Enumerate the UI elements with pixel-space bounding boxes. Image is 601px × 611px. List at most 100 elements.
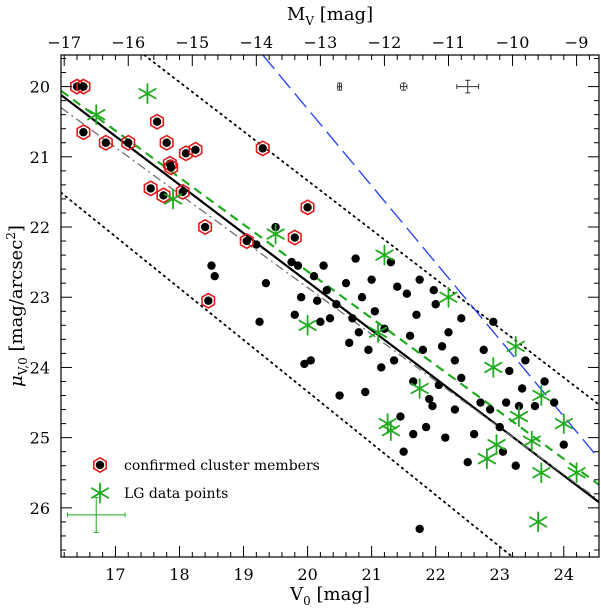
galaxy-point [418, 345, 428, 355]
error-bar [456, 79, 480, 94]
cluster-member-marker [159, 134, 174, 151]
x-tick-label: 22 [425, 565, 445, 584]
galaxy-point [370, 307, 380, 316]
lg-star-marker [266, 223, 285, 245]
cluster-member-marker [239, 232, 254, 250]
galaxy-point [261, 278, 271, 288]
galaxy-point [312, 296, 322, 305]
lg-star-marker [375, 244, 394, 266]
legend-label-lg: LG data points [124, 486, 228, 502]
x-tick-label: 21 [361, 565, 381, 584]
lg-star-marker [506, 335, 525, 357]
galaxy-point [441, 433, 450, 442]
x2-tick-label: −9 [565, 33, 589, 52]
galaxy-point [511, 461, 520, 470]
galaxy-point [485, 405, 495, 414]
galaxy-point [549, 398, 559, 407]
x2-tick-label: −15 [175, 33, 209, 52]
galaxy-point [489, 317, 498, 326]
galaxy-point [415, 524, 424, 534]
galaxy-point [255, 317, 264, 326]
galaxy-point [501, 398, 511, 407]
lg-star-marker [477, 448, 497, 470]
galaxy-point [207, 261, 216, 270]
galaxy-point [434, 380, 444, 390]
galaxy-point [405, 331, 415, 341]
galaxy-point [521, 356, 530, 365]
lg-star-marker [368, 321, 388, 343]
cluster-member-marker [76, 78, 91, 95]
x-tick-label: 18 [169, 565, 189, 584]
galaxy-point [457, 314, 466, 323]
legend-lg-marker [90, 482, 110, 504]
y-tick-label: 26 [30, 499, 50, 518]
lg-star-marker [532, 385, 551, 406]
cluster-member-marker [164, 159, 179, 176]
galaxy-point [351, 254, 360, 263]
galaxy-point [296, 293, 306, 302]
cluster-member-marker [93, 456, 107, 474]
lg-star-marker [87, 104, 106, 126]
cluster-member-points [70, 78, 315, 309]
lg-star-marker [381, 420, 400, 442]
line-upper-bound [143, 55, 599, 406]
lg-star-marker [554, 413, 573, 435]
galaxy-point [348, 314, 357, 323]
galaxy-point [364, 345, 373, 355]
x2-tick-label: −13 [304, 33, 338, 52]
galaxy-point [367, 275, 376, 284]
galaxy-point [431, 300, 440, 309]
x-tick-label: 24 [554, 565, 574, 584]
galaxy-point [479, 345, 488, 355]
galaxy-point [437, 342, 447, 351]
cluster-member-marker [198, 218, 213, 236]
cluster-member-marker [255, 140, 270, 157]
galaxy-point [505, 366, 514, 376]
galaxy-point [450, 405, 460, 414]
galaxy-point [450, 356, 460, 365]
dwarf-galaxy-points [207, 222, 568, 534]
lg-data-points [87, 83, 586, 533]
y-tick-label: 20 [30, 78, 50, 97]
legend: confirmed cluster members LG data points [90, 456, 320, 504]
galaxy-point [345, 338, 354, 348]
galaxy-point [332, 300, 341, 309]
line-grey-fit [61, 107, 599, 501]
galaxy-point [210, 271, 219, 281]
galaxy-point [357, 293, 367, 302]
galaxy-point [252, 240, 261, 249]
galaxy-point [341, 278, 351, 288]
reference-lines [61, 55, 599, 557]
cluster-member-marker [121, 134, 136, 151]
galaxy-point [476, 398, 485, 407]
error-bar [66, 496, 126, 533]
lg-star-marker [522, 430, 541, 452]
cluster-member-marker [287, 229, 302, 246]
lg-star-marker [487, 434, 506, 456]
galaxy-point [415, 275, 424, 284]
x2-axis-label: MV [mag] [287, 4, 373, 28]
cluster-member-marker [300, 199, 315, 216]
line-blue-limit [262, 55, 599, 460]
galaxy-point [457, 373, 466, 383]
galaxy-point [306, 356, 315, 365]
galaxy-point [444, 328, 453, 337]
galaxy-point [530, 401, 540, 411]
galaxy-point [409, 429, 418, 439]
cluster-member-marker [156, 187, 171, 204]
galaxy-point [287, 257, 296, 267]
legend-label-members: confirmed cluster members [124, 458, 320, 474]
lg-star-marker [298, 314, 317, 336]
galaxy-point [396, 412, 405, 421]
y-tick-label: 21 [30, 148, 50, 167]
x2-tick-label: −14 [239, 33, 273, 52]
galaxy-point [300, 359, 309, 369]
lg-star-marker [529, 511, 548, 533]
lg-star-marker [509, 406, 529, 427]
galaxy-point [514, 401, 524, 411]
galaxy-point [354, 328, 364, 337]
galaxy-point [389, 356, 399, 365]
galaxy-point [540, 377, 549, 386]
error-bars [66, 79, 480, 533]
